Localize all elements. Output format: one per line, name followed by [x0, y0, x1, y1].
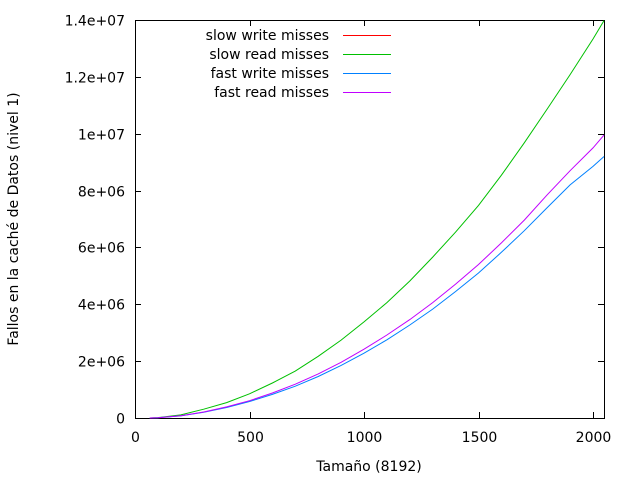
legend-label-3: fast read misses [214, 85, 329, 101]
series-line-1 [149, 20, 605, 419]
series-line-3 [149, 134, 605, 419]
y-axis-label: Fallos en la caché de Datos (nivel 1) [6, 92, 22, 345]
series-lines [149, 20, 605, 419]
x-axis-ticks: 0 500 1000 1500 2000 [131, 20, 611, 446]
x-tick-label: 0 [131, 430, 140, 446]
y-tick-label: 1e+07 [78, 128, 125, 144]
legend-label-1: slow read misses [209, 47, 329, 63]
legend: slow write misses slow read misses fast wr… [206, 28, 391, 101]
x-axis-label: Tamaño (8192) [315, 459, 421, 475]
y-tick-label: 6e+06 [78, 241, 125, 257]
y-axis-ticks: 0 2e+06 4e+06 6e+06 8e+06 1e+07 1.2e+07 1.4e+07 [65, 14, 604, 428]
series-line-2 [149, 156, 605, 419]
y-tick-label: 8e+06 [78, 185, 125, 201]
legend-label-0: slow write misses [206, 28, 329, 44]
x-tick-label: 1000 [347, 430, 383, 446]
y-tick-label: 0 [116, 412, 125, 428]
legend-label-2: fast write misses [211, 66, 329, 82]
y-tick-label: 1.2e+07 [65, 71, 125, 87]
y-tick-label: 2e+06 [78, 355, 125, 371]
x-tick-label: 2000 [576, 430, 612, 446]
plot-frame [135, 20, 605, 419]
y-tick-label: 1.4e+07 [65, 14, 125, 30]
y-tick-label: 4e+06 [78, 298, 125, 314]
x-tick-label: 1500 [462, 430, 498, 446]
x-tick-label: 500 [237, 430, 264, 446]
